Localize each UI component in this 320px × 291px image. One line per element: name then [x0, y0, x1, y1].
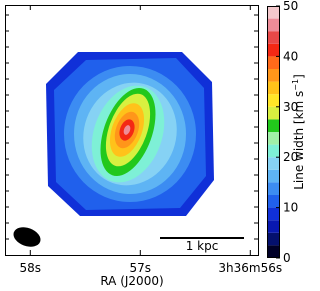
colorbar-tick-label: 0	[283, 251, 291, 265]
colorbar-segment	[267, 6, 280, 19]
colorbar-segment	[267, 195, 280, 208]
beam	[13, 227, 41, 247]
colorbar-segment	[267, 69, 280, 82]
colorbar-segment	[267, 31, 280, 44]
x-tick-label: 57s	[130, 261, 152, 275]
y-minor-ticks	[5, 14, 258, 240]
colorbar-segment	[267, 106, 280, 120]
colorbar-segment	[267, 56, 280, 69]
colorbar-tick-label: 30	[283, 100, 298, 114]
colorbar-label-sup: −1	[291, 79, 300, 91]
colorbar-segment	[267, 81, 280, 95]
colorbar-segment	[267, 94, 280, 107]
colorbar-segment	[267, 182, 280, 195]
colorbar-segment	[267, 157, 280, 170]
colorbar-segment	[267, 18, 280, 32]
x-tick-label: 3h36m56s	[218, 261, 282, 275]
colorbar-label: Line width [km s−1]	[291, 74, 306, 190]
colorbar-tick-label: 40	[283, 49, 298, 63]
colorbar-tick-label: 20	[283, 150, 298, 164]
colorbar-segment	[267, 144, 280, 158]
map-level	[123, 125, 131, 135]
colorbar-segment	[267, 132, 280, 145]
colorbar-tick-label: 50	[283, 0, 298, 13]
colorbar-tick-label: 10	[283, 201, 298, 215]
colorbar-segment	[267, 220, 280, 233]
colorbar-frame	[267, 6, 280, 258]
x-tick-label: 58s	[20, 261, 42, 275]
colorbar-segment	[267, 232, 280, 246]
plot-frame	[5, 5, 259, 256]
colorbar-segment	[267, 43, 280, 57]
colorbar-segment	[267, 207, 280, 221]
colorbar-label-text: Line width [km s	[292, 91, 306, 190]
scale-bar-label: 1 kpc	[186, 239, 219, 253]
colorbar-segment	[267, 119, 280, 132]
x-axis-label: RA (J2000)	[100, 274, 163, 288]
map	[46, 52, 214, 216]
colorbar-segment	[267, 169, 280, 183]
colorbar-label-end: ]	[292, 74, 306, 79]
colorbar-segment	[267, 245, 280, 258]
